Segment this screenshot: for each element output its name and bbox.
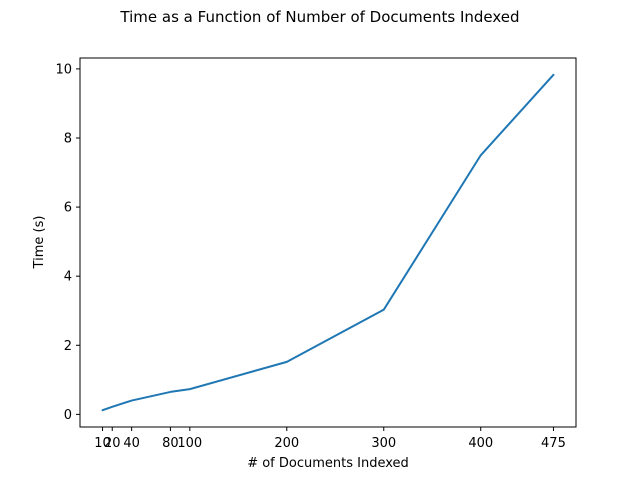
series-layer [101,73,555,412]
x-tick-label: 40 [123,436,140,451]
y-axis-ticks: 0 2 4 6 8 10 [55,62,80,423]
y-tick-label: 6 [64,201,72,216]
x-axis-label: # of Documents Indexed [247,456,409,471]
y-tick-label: 4 [64,270,72,285]
x-tick-label: 400 [468,436,493,451]
y-tick-label: 2 [64,339,72,354]
x-tick-label: 300 [371,436,396,451]
chart-title: Time as a Function of Number of Document… [119,8,519,26]
y-tick-label: 8 [64,131,72,146]
x-tick-label: 10 [94,436,111,451]
x-tick-label: 100 [177,436,202,451]
x-tick-label: 20 [104,436,121,451]
x-tick-label: 475 [541,436,566,451]
series-line-1 [101,73,555,412]
x-tick-label: 80 [162,436,179,451]
y-axis-label: Time (s) [32,216,47,270]
y-tick-label: 10 [55,62,72,77]
plot-area-frame [79,57,577,428]
x-tick-label: 200 [274,436,299,451]
y-tick-label: 0 [64,408,72,423]
